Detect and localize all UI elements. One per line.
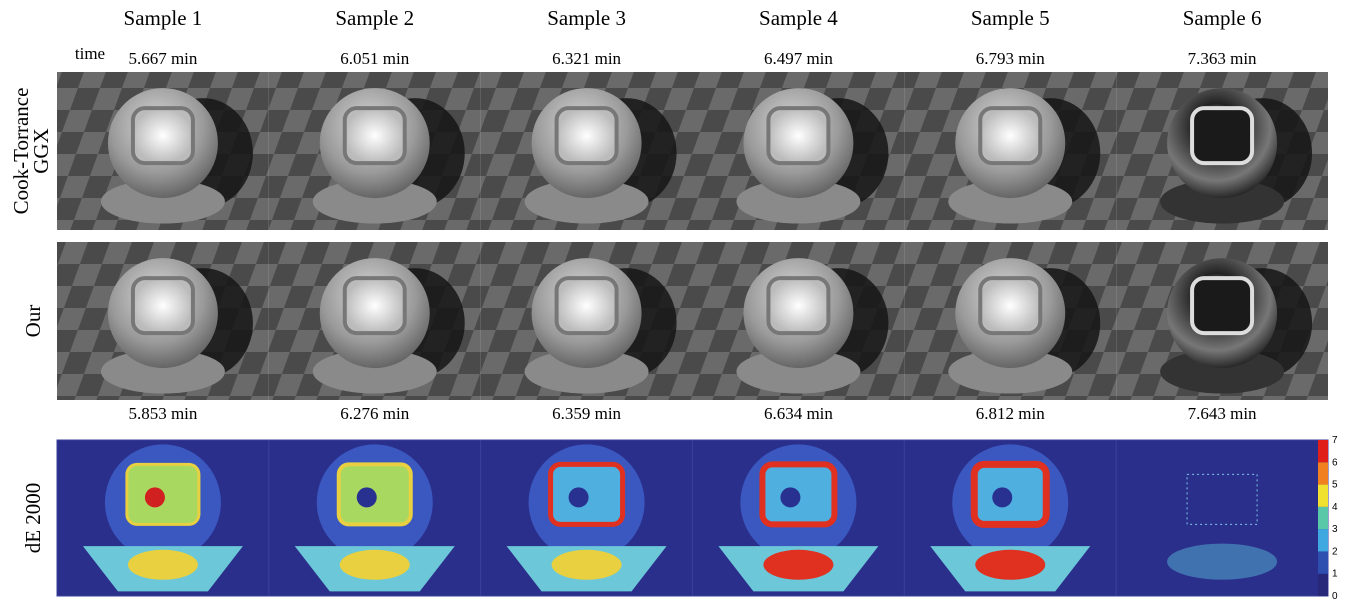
insert — [554, 106, 619, 166]
base — [524, 179, 649, 224]
hot — [568, 487, 589, 508]
render-image — [57, 242, 269, 400]
insert — [130, 276, 195, 336]
render-image — [268, 72, 481, 230]
insert — [978, 276, 1043, 336]
render-image — [480, 242, 693, 400]
base — [736, 179, 861, 224]
render-image — [1116, 242, 1328, 400]
colorbar-tick-label: 6 — [1332, 457, 1338, 468]
insert — [1190, 106, 1255, 166]
time-ggx: 6.051 min — [340, 49, 409, 68]
sample-header: Sample 6 — [1183, 6, 1262, 30]
render-image — [904, 72, 1117, 230]
base-hot — [763, 549, 834, 580]
time-our: 6.634 min — [764, 404, 833, 423]
insert — [766, 106, 831, 166]
insert — [978, 106, 1043, 166]
row-label: Our — [21, 305, 45, 338]
insert — [342, 106, 407, 166]
base — [312, 349, 437, 394]
base — [524, 349, 649, 394]
row-label: Cook-Torrance — [9, 88, 33, 215]
colorbar-tick-label: 0 — [1332, 591, 1338, 602]
error-map — [692, 439, 905, 597]
error-map — [903, 439, 1117, 597]
colorbar-tick-label: 1 — [1332, 569, 1338, 580]
row-label: GGX — [29, 128, 53, 174]
error-map — [56, 439, 270, 597]
base-hot — [551, 549, 622, 580]
base — [948, 349, 1073, 394]
error-map — [480, 439, 693, 597]
base — [312, 179, 437, 224]
base — [100, 179, 225, 224]
time-our: 5.853 min — [128, 404, 197, 423]
error-map — [1115, 439, 1329, 597]
sample-header: Sample 5 — [971, 6, 1050, 30]
sample-header: Sample 2 — [335, 6, 414, 30]
colorbar-segment — [1318, 462, 1328, 485]
hot — [992, 487, 1013, 508]
base — [1160, 349, 1285, 394]
time-our: 6.812 min — [976, 404, 1045, 423]
colorbar-tick-label: 5 — [1332, 480, 1338, 491]
base — [736, 349, 861, 394]
time-our: 7.643 min — [1188, 404, 1257, 423]
render-image — [57, 72, 269, 230]
time-our: 6.359 min — [552, 404, 621, 423]
colorbar-segment — [1318, 440, 1328, 463]
hot — [144, 487, 165, 508]
insert — [342, 276, 407, 336]
base — [100, 349, 225, 394]
base — [948, 179, 1073, 224]
insert — [1190, 276, 1255, 336]
render-image — [1116, 72, 1328, 230]
colorbar-segment — [1318, 484, 1328, 507]
time-ggx: 6.321 min — [552, 49, 621, 68]
insert — [554, 276, 619, 336]
colorbar-tick-label: 7 — [1332, 435, 1338, 446]
hot — [780, 487, 801, 508]
base-hot — [127, 549, 198, 580]
row-label: dE 2000 — [21, 483, 45, 554]
time-label: time — [75, 44, 105, 63]
time-ggx: 6.793 min — [976, 49, 1045, 68]
render-image — [692, 242, 905, 400]
sample-header: Sample 1 — [124, 6, 203, 30]
render-image — [904, 242, 1117, 400]
render-image — [692, 72, 905, 230]
colorbar-tick-label: 3 — [1332, 524, 1338, 535]
hot — [356, 487, 377, 508]
base — [1160, 179, 1285, 224]
insert — [130, 106, 195, 166]
insert — [766, 276, 831, 336]
render-image — [480, 72, 693, 230]
colorbar-segment — [1318, 573, 1328, 596]
sample-header: Sample 4 — [759, 6, 838, 30]
time-our: 6.276 min — [340, 404, 409, 423]
render-image — [268, 242, 481, 400]
sample-header: Sample 3 — [547, 6, 626, 30]
base-hot — [339, 549, 410, 580]
time-ggx: 5.667 min — [128, 49, 197, 68]
time-ggx: 6.497 min — [764, 49, 833, 68]
colorbar-tick-label: 4 — [1332, 502, 1338, 513]
colorbar-segment — [1318, 529, 1328, 552]
colorbar-tick-label: 2 — [1332, 546, 1338, 557]
colorbar-segment — [1318, 551, 1328, 574]
base-hot — [975, 549, 1046, 580]
error-map — [268, 439, 482, 597]
noise — [1167, 543, 1278, 580]
noise — [1186, 473, 1258, 525]
colorbar-segment — [1318, 506, 1328, 530]
time-ggx: 7.363 min — [1188, 49, 1257, 68]
